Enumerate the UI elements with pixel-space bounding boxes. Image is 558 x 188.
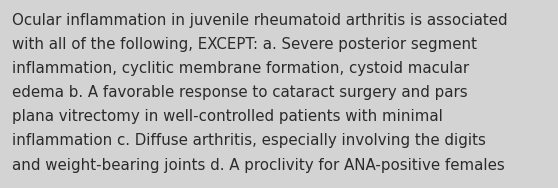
Text: with all of the following, EXCEPT: a. Severe posterior segment: with all of the following, EXCEPT: a. Se… bbox=[12, 37, 477, 52]
Text: inflammation c. Diffuse arthritis, especially involving the digits: inflammation c. Diffuse arthritis, espec… bbox=[12, 133, 486, 149]
Text: Ocular inflammation in juvenile rheumatoid arthritis is associated: Ocular inflammation in juvenile rheumato… bbox=[12, 13, 508, 28]
Text: inflammation, cyclitic membrane formation, cystoid macular: inflammation, cyclitic membrane formatio… bbox=[12, 61, 469, 76]
Text: edema b. A favorable response to cataract surgery and pars: edema b. A favorable response to catarac… bbox=[12, 85, 468, 100]
Text: plana vitrectomy in well-controlled patients with minimal: plana vitrectomy in well-controlled pati… bbox=[12, 109, 443, 124]
Text: and weight-bearing joints d. A proclivity for ANA-positive females: and weight-bearing joints d. A proclivit… bbox=[12, 158, 505, 173]
